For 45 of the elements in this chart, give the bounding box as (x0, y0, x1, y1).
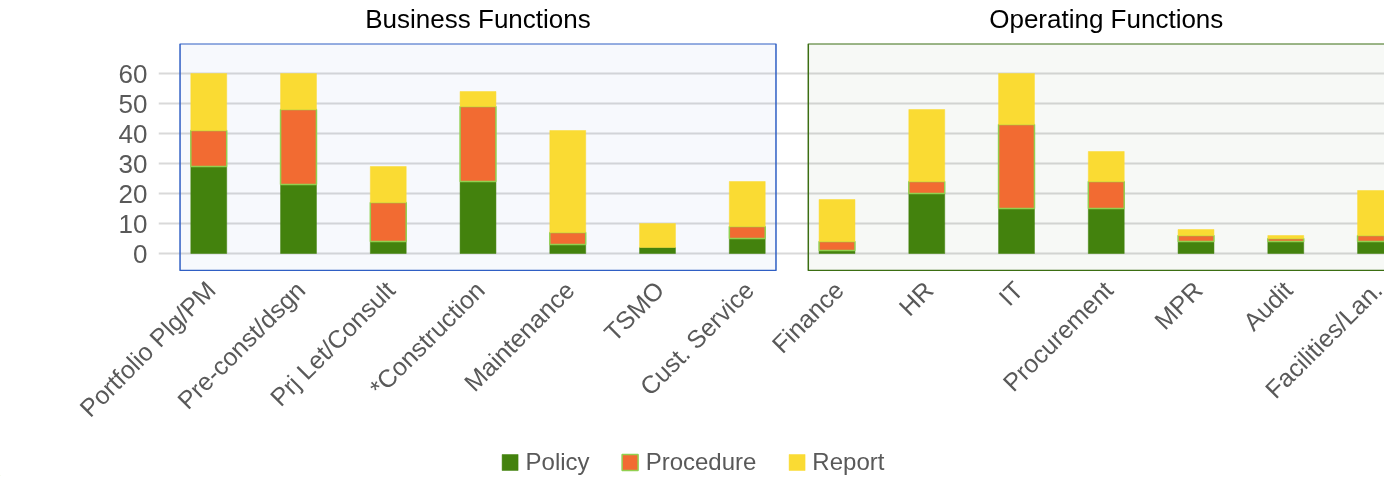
bar (818, 199, 856, 242)
bar (459, 91, 497, 107)
bar (1177, 229, 1215, 236)
y-tick-label: 0 (133, 238, 148, 269)
band-label: Operating Functions (989, 3, 1224, 34)
bar (1087, 180, 1125, 210)
y-tick-label: 50 (118, 88, 148, 119)
bar (280, 73, 317, 110)
bar (997, 123, 1036, 210)
x-tick-label: HR (893, 275, 939, 321)
y-tick-label: 40 (118, 118, 148, 149)
bar (998, 73, 1035, 125)
bar (1177, 241, 1215, 254)
bar (639, 247, 676, 254)
bar (370, 166, 407, 203)
legend-label: Report (812, 448, 885, 476)
bar (549, 244, 586, 254)
legend-label: Policy (525, 448, 590, 476)
bar (1267, 241, 1304, 254)
legend-label: Procedure (645, 448, 757, 476)
bar (190, 73, 227, 131)
bar (459, 181, 497, 254)
bar (369, 201, 407, 243)
bar (729, 181, 766, 227)
y-tick-label: 10 (118, 208, 148, 239)
bar (818, 250, 856, 254)
bar (279, 108, 318, 186)
bar (908, 193, 945, 254)
bar (998, 208, 1035, 254)
bar (190, 166, 227, 254)
bar (459, 105, 497, 183)
bar (549, 130, 586, 233)
bar (370, 241, 407, 254)
y-tick-label: 20 (118, 178, 148, 209)
bar (190, 129, 228, 168)
bar (1088, 208, 1125, 254)
bar (1088, 151, 1125, 182)
bar (639, 223, 676, 248)
bar (1267, 235, 1304, 239)
y-tick-label: 60 (118, 58, 148, 89)
band-label: Business Functions (365, 3, 591, 34)
bar (280, 184, 317, 254)
y-tick-label: 30 (118, 148, 148, 179)
bar (908, 109, 945, 182)
bar (729, 238, 766, 254)
